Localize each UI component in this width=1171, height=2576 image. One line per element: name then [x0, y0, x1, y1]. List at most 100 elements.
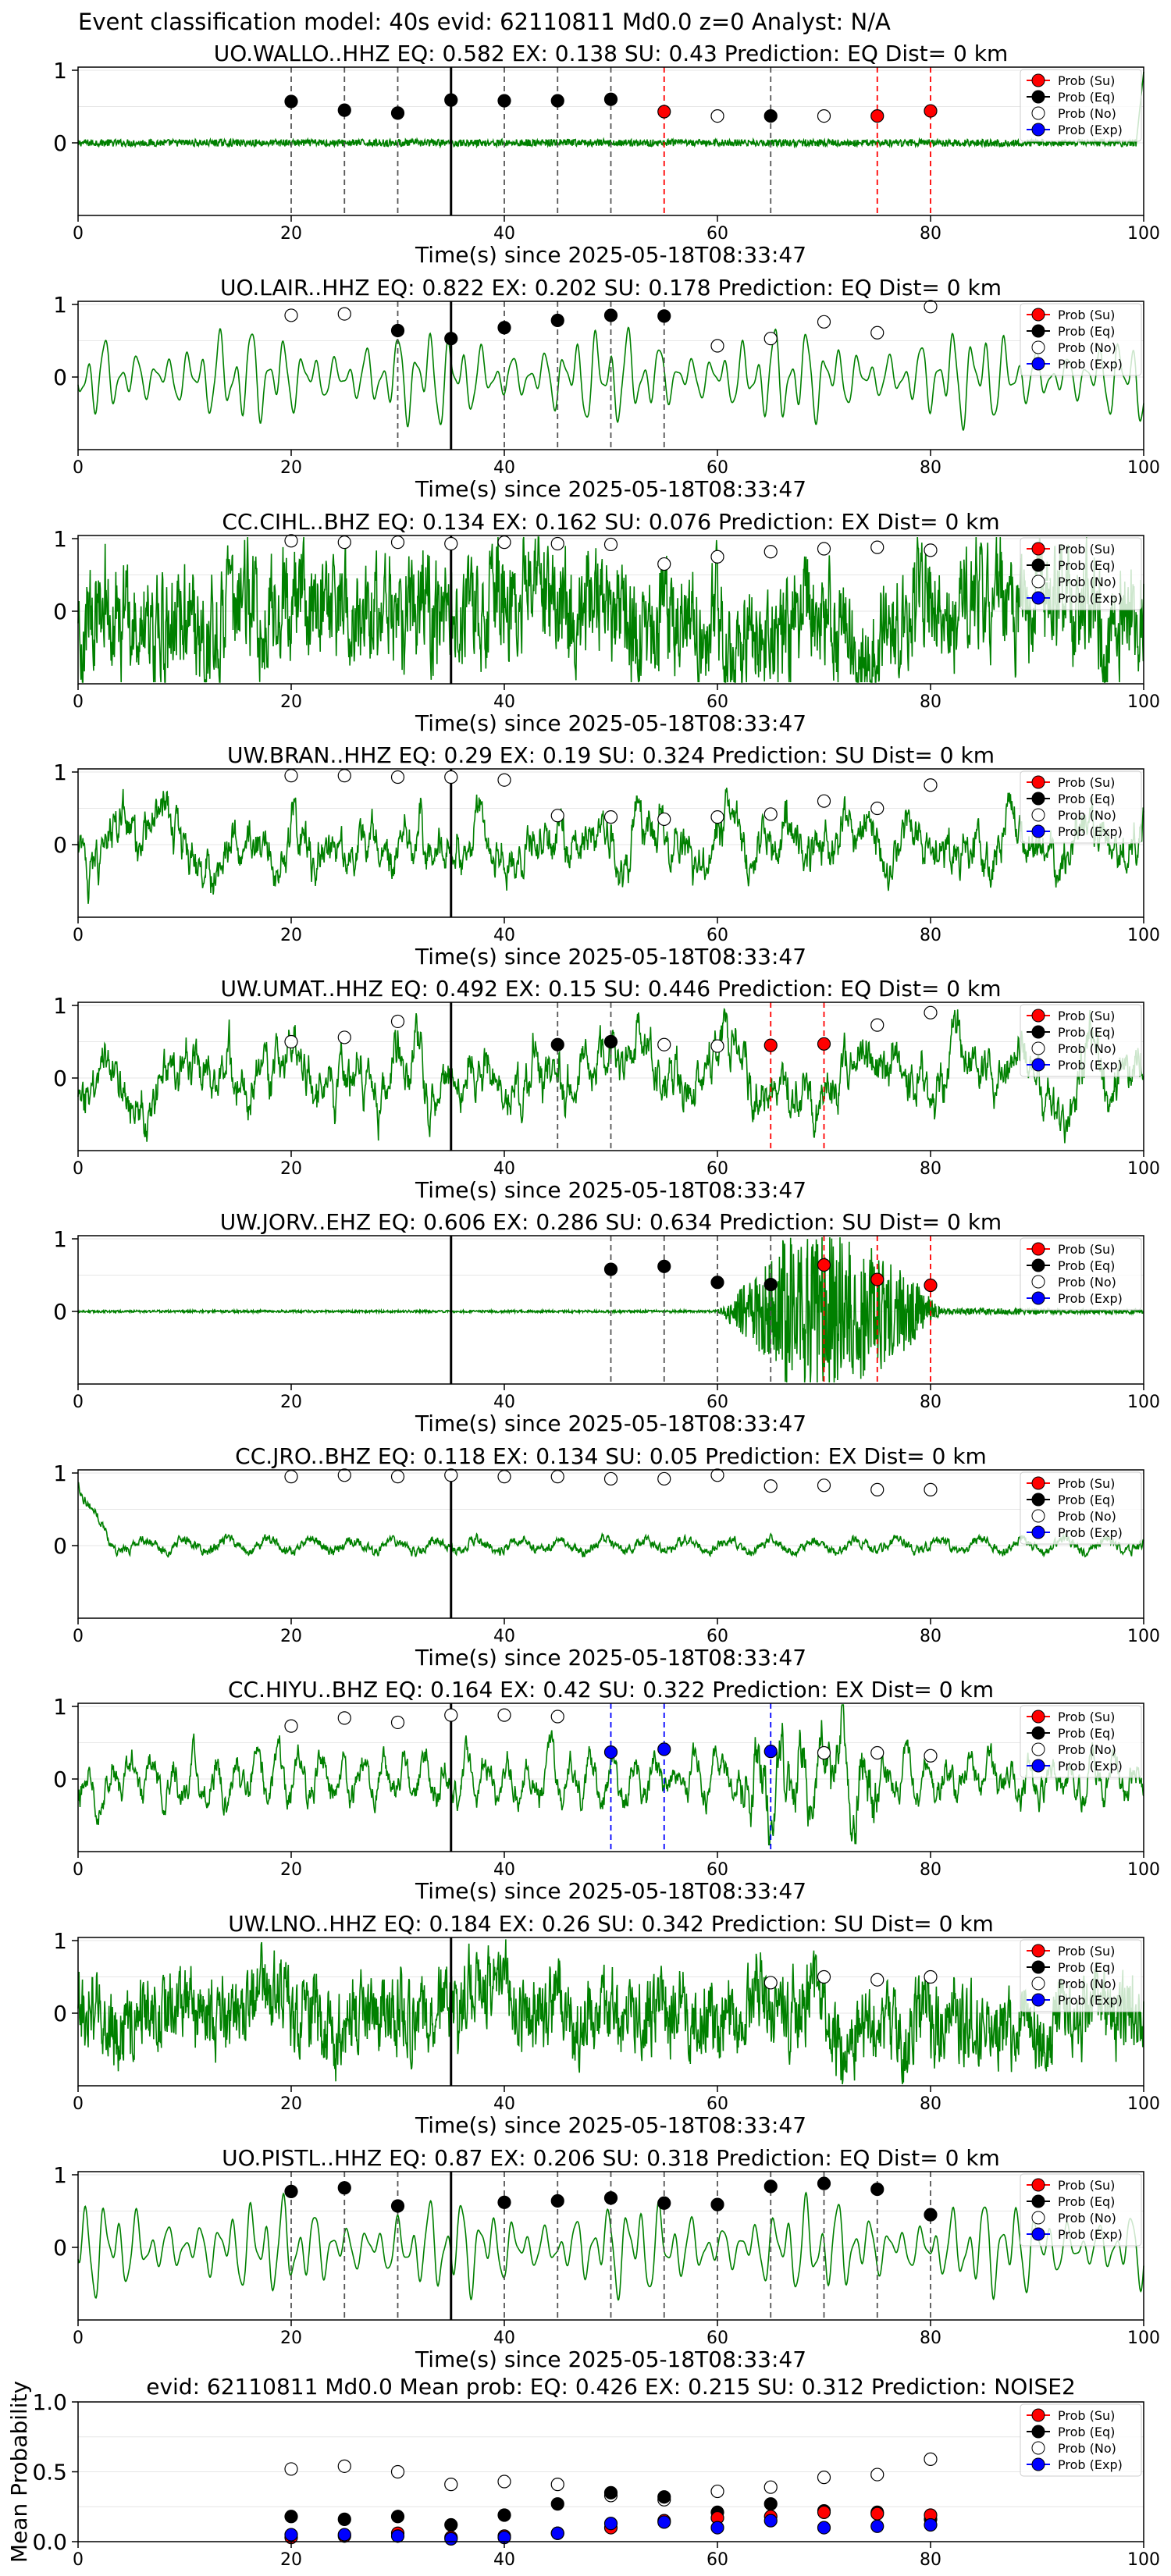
mean-point-exp — [817, 2521, 831, 2535]
mean-point-no — [870, 2467, 884, 2482]
ytick-label: 1 — [53, 2162, 67, 2188]
legend: Prob (Su)Prob (Eq)Prob (No)Prob (Exp) — [1020, 1004, 1142, 1077]
mean-probability-panel: evid: 62110811 Md0.0 Mean prob: EQ: 0.42… — [6, 2374, 1160, 2570]
station-panel-2: UO.LAIR..HHZ EQ: 0.822 EX: 0.202 SU: 0.1… — [53, 275, 1160, 502]
mean-point-no — [444, 2478, 458, 2492]
figure-suptitle: Event classification model: 40s evid: 62… — [78, 9, 891, 35]
legend-marker-no — [1031, 1275, 1045, 1289]
waveform-trace — [77, 1007, 1144, 1144]
prob-point-eq — [657, 1259, 671, 1273]
legend-marker-no — [1031, 2441, 1045, 2455]
prob-point-no — [284, 534, 298, 548]
legend-frame — [1020, 1471, 1142, 1545]
station-panel-1: UO.WALLO..HHZ EQ: 0.582 EX: 0.138 SU: 0.… — [53, 41, 1160, 268]
legend: Prob (Su)Prob (Eq)Prob (No)Prob (Exp) — [1020, 537, 1142, 610]
prob-point-su — [870, 109, 884, 123]
ytick-label: 0.5 — [32, 2460, 67, 2485]
prob-point-no — [710, 810, 724, 824]
legend-label-no: Prob (No) — [1058, 1509, 1116, 1524]
prob-point-no — [603, 810, 618, 824]
legend-label-eq: Prob (Eq) — [1058, 2194, 1115, 2209]
prob-point-no — [603, 1471, 618, 1486]
prob-point-no — [817, 109, 831, 123]
xtick-label: 60 — [707, 692, 728, 712]
legend-label-no: Prob (No) — [1058, 1976, 1116, 1991]
prob-point-no — [657, 812, 671, 827]
legend-label-eq: Prob (Eq) — [1058, 324, 1115, 339]
waveform-trace — [77, 326, 1144, 431]
legend-marker-eq — [1031, 1493, 1045, 1507]
prob-point-eq — [550, 2194, 564, 2208]
x-axis-label: Time(s) since 2025-05-18T08:33:47 — [415, 2347, 806, 2372]
legend-marker-no — [1031, 1742, 1045, 1756]
legend-label-su: Prob (Su) — [1058, 1476, 1115, 1491]
station-panel-7: CC.JRO..BHZ EQ: 0.118 EX: 0.134 SU: 0.05… — [53, 1443, 1160, 1670]
prob-point-no — [284, 308, 298, 322]
y-axis-label: Mean Probability — [6, 2381, 32, 2563]
axes-frame — [77, 1937, 1144, 2087]
legend-label-eq: Prob (Eq) — [1058, 792, 1115, 806]
prob-point-no — [817, 1478, 831, 1493]
prob-point-no — [284, 1470, 298, 1484]
legend-label-su: Prob (Su) — [1058, 2408, 1115, 2423]
prob-point-no — [924, 1005, 938, 1019]
legend-label-eq: Prob (Eq) — [1058, 1726, 1115, 1741]
x-axis-label: Time(s) since 2025-05-18T08:33:47 — [415, 710, 806, 736]
legend-marker-su — [1031, 1710, 1045, 1724]
prob-point-no — [763, 332, 778, 346]
mean-point-no — [763, 2480, 778, 2494]
axes-frame — [77, 1703, 1144, 1852]
xtick-label: 80 — [920, 2550, 941, 2570]
legend-label-exp: Prob (Exp) — [1058, 1058, 1123, 1073]
legend-label-exp: Prob (Exp) — [1058, 1525, 1123, 1540]
legend-frame — [1020, 1237, 1142, 1311]
prob-point-no — [817, 1969, 831, 1984]
mean-point-exp — [763, 2514, 778, 2528]
prob-point-no — [817, 794, 831, 808]
legend-marker-su — [1031, 542, 1045, 556]
xtick-label: 40 — [493, 1627, 515, 1646]
prob-point-no — [657, 1037, 671, 1051]
prob-point-no — [550, 536, 564, 551]
legend-marker-eq — [1031, 558, 1045, 572]
legend-marker-su — [1031, 308, 1045, 322]
prob-point-eq — [657, 309, 671, 323]
mean-point-no — [284, 2462, 298, 2476]
legend-label-su: Prob (Su) — [1058, 542, 1115, 557]
xtick-label: 20 — [280, 224, 302, 244]
mean-point-eq — [284, 2510, 298, 2524]
legend-frame — [1020, 1004, 1142, 1077]
xtick-label: 100 — [1127, 2329, 1160, 2348]
prob-point-eq — [603, 2191, 618, 2205]
legend-marker-exp — [1031, 2227, 1045, 2241]
ytick-label: 1 — [53, 1928, 67, 1954]
xtick-label: 40 — [493, 2094, 515, 2114]
legend: Prob (Su)Prob (Eq)Prob (No)Prob (Exp) — [1020, 770, 1142, 844]
xtick-label: 40 — [493, 692, 515, 712]
x-axis-label: Time(s) since 2025-05-18T08:33:47 — [415, 1177, 806, 1203]
prob-point-no — [444, 770, 458, 785]
legend-marker-exp — [1031, 357, 1045, 371]
ytick-label: 0 — [53, 365, 67, 390]
prob-point-no — [444, 1708, 458, 1722]
prob-point-no — [710, 1039, 724, 1053]
x-axis-label: Time(s) since 2025-05-18T08:33:47 — [415, 1878, 806, 1904]
prob-point-eq — [497, 94, 511, 108]
prob-point-eq — [337, 2181, 351, 2195]
legend-label-exp: Prob (Exp) — [1058, 1759, 1123, 1774]
ytick-label: 0 — [53, 1533, 67, 1559]
mean-point-exp — [444, 2532, 458, 2546]
prob-point-no — [817, 542, 831, 556]
mean-point-no — [817, 2471, 831, 2485]
prob-point-no — [444, 1468, 458, 1482]
legend-label-su: Prob (Su) — [1058, 775, 1115, 790]
prob-point-no — [924, 543, 938, 557]
prob-point-no — [444, 536, 458, 551]
xtick-label: 0 — [73, 1159, 84, 1179]
ytick-label: 1.0 — [32, 2389, 67, 2415]
x-axis-label: Time(s) since 2025-05-18T08:33:47 — [415, 1645, 806, 1670]
xtick-label: 60 — [707, 224, 728, 244]
mean-point-exp — [924, 2517, 938, 2532]
station-panel-8: CC.HIYU..BHZ EQ: 0.164 EX: 0.42 SU: 0.32… — [53, 1677, 1160, 1904]
